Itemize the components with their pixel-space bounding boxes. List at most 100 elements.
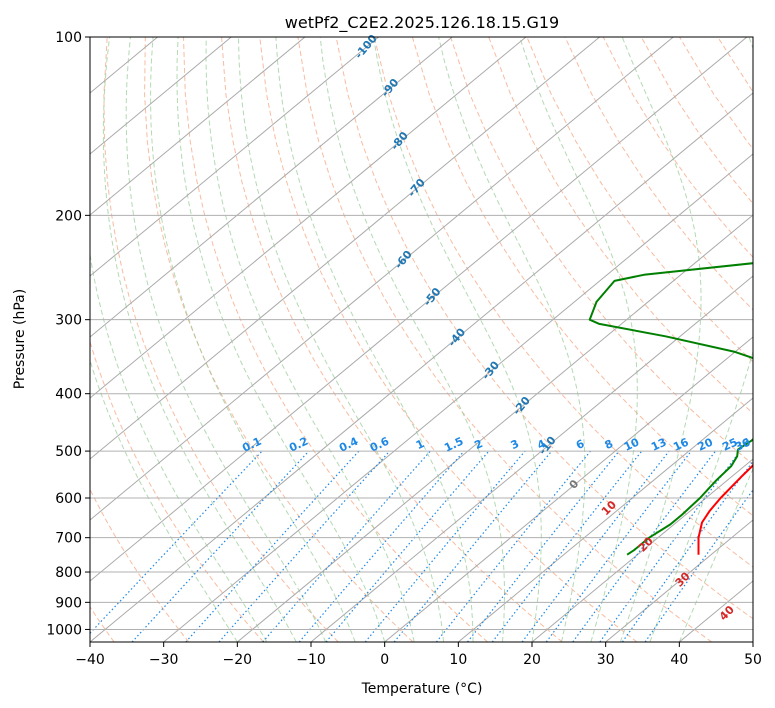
dry-adiabat [756,37,775,642]
moist-adiabat [649,37,753,642]
moist-adiabat [678,467,753,642]
mixing-ratio-line [393,450,553,642]
mixing-ratio-label: 0.6 [368,434,391,454]
x-tick-label: 20 [523,652,541,668]
dry-adiabat [488,37,753,414]
dry-adiabat [90,488,190,642]
moist-adiabat [519,37,638,642]
mixing-ratio-line [467,450,620,642]
isotherm [752,641,753,642]
mixing-ratio-label: 36 [733,435,753,453]
isotherm [90,37,600,460]
moist-adiabat [275,37,474,642]
dry-adiabat [144,37,414,642]
x-tick-label: −20 [223,652,253,668]
isotherm [384,336,753,642]
dry-adiabat [103,37,339,642]
y-tick-label: 400 [55,387,82,403]
dry-adiabat [717,37,753,93]
dry-adiabat [450,37,753,466]
mixing-ratio-label: 3 [509,437,521,452]
mixing-ratio-label: 0.4 [337,434,360,454]
x-tick-label: 0 [380,652,389,668]
isotherm-label: -30 [479,358,502,382]
mixing-ratio-label: 13 [649,436,668,454]
x-tick-label: −10 [296,652,326,668]
mixing-ratio-line [521,450,670,642]
isotherm [531,458,753,642]
isotherm-label: -50 [421,285,444,309]
y-tick-label: 1000 [46,622,82,638]
x-axis-label: Temperature (°C) [361,681,483,697]
isotherm [605,519,753,642]
y-tick-label: 600 [55,491,82,507]
isotherm-label: -100 [352,32,380,62]
mixing-ratio-label: 8 [603,437,615,452]
temperature-profile-line [697,463,753,555]
y-tick-label: 900 [55,595,82,611]
moist-adiabat [125,37,327,642]
mixing-ratio-line [185,450,360,642]
x-tick-label: 10 [449,652,467,668]
isotherm-label: -90 [379,76,402,100]
mixing-ratio-line [435,450,591,642]
isotherm-label: -20 [510,394,533,418]
y-tick-label: 200 [55,208,82,224]
dry-adiabat [373,37,753,568]
mixing-ratio-line [218,450,391,642]
y-tick-label: 700 [55,531,82,547]
x-tick-label: 30 [597,652,615,668]
isotherm [90,37,674,521]
mixing-ratio-label: 25 [720,436,739,454]
dry-adiabat [640,37,753,205]
mixing-ratio-line [131,450,310,642]
mixing-ratio-label: 20 [696,435,716,453]
moist-adiabat [205,37,415,642]
dry-adiabat [259,37,638,642]
moist-adiabat [619,37,702,642]
x-tick-label: 40 [670,652,688,668]
isotherm [458,397,753,642]
isotherm [90,37,527,399]
dewpoint-profile-line [588,262,753,556]
x-tick-label: −40 [75,652,105,668]
x-tick-label: −30 [149,652,179,668]
isotherm [90,92,753,642]
moist-adiabat-label: 40 [717,603,737,623]
y-tick-label: 500 [55,444,82,460]
mixing-ratio-line [599,450,741,642]
mixing-ratio-line [262,450,431,642]
mixing-ratio-line [621,460,753,642]
pressure-gridlines [90,37,753,630]
isotherm [90,37,232,155]
isotherm [90,37,748,582]
isotherm-label: -70 [405,176,428,200]
mixing-ratio-label: 1 [414,437,426,452]
y-tick-label: 800 [55,565,82,581]
mixing-ratio-label: 30 [733,435,753,453]
mixing-ratio-line [364,450,526,642]
y-tick-label: 100 [55,30,82,46]
dry-adiabat [335,37,753,620]
isotherm [90,37,453,338]
dry-adiabat [297,37,712,642]
moist-adiabat [90,358,238,642]
isotherm [237,214,753,642]
moist-adiabat [150,37,356,642]
mixing-ratio-line [325,450,490,642]
isotherm [90,37,306,216]
mixing-ratio-line [90,450,263,635]
moist-adiabat [90,37,268,642]
dry-adiabat [411,37,753,517]
mixing-ratio-label: 1.5 [442,435,465,455]
moist-adiabat [372,37,542,642]
y-tick-label: 300 [55,313,82,329]
x-axis: −40 −30 −20 −10 0 10 20 30 40 50 [75,642,762,668]
dry-adiabat [564,37,753,311]
background-lines [90,37,775,642]
mixing-ratio-label: 0.1 [240,435,263,455]
mixing-ratio-label: 0.2 [287,435,310,455]
plot-frame [89,36,754,643]
isotherm [310,275,753,642]
